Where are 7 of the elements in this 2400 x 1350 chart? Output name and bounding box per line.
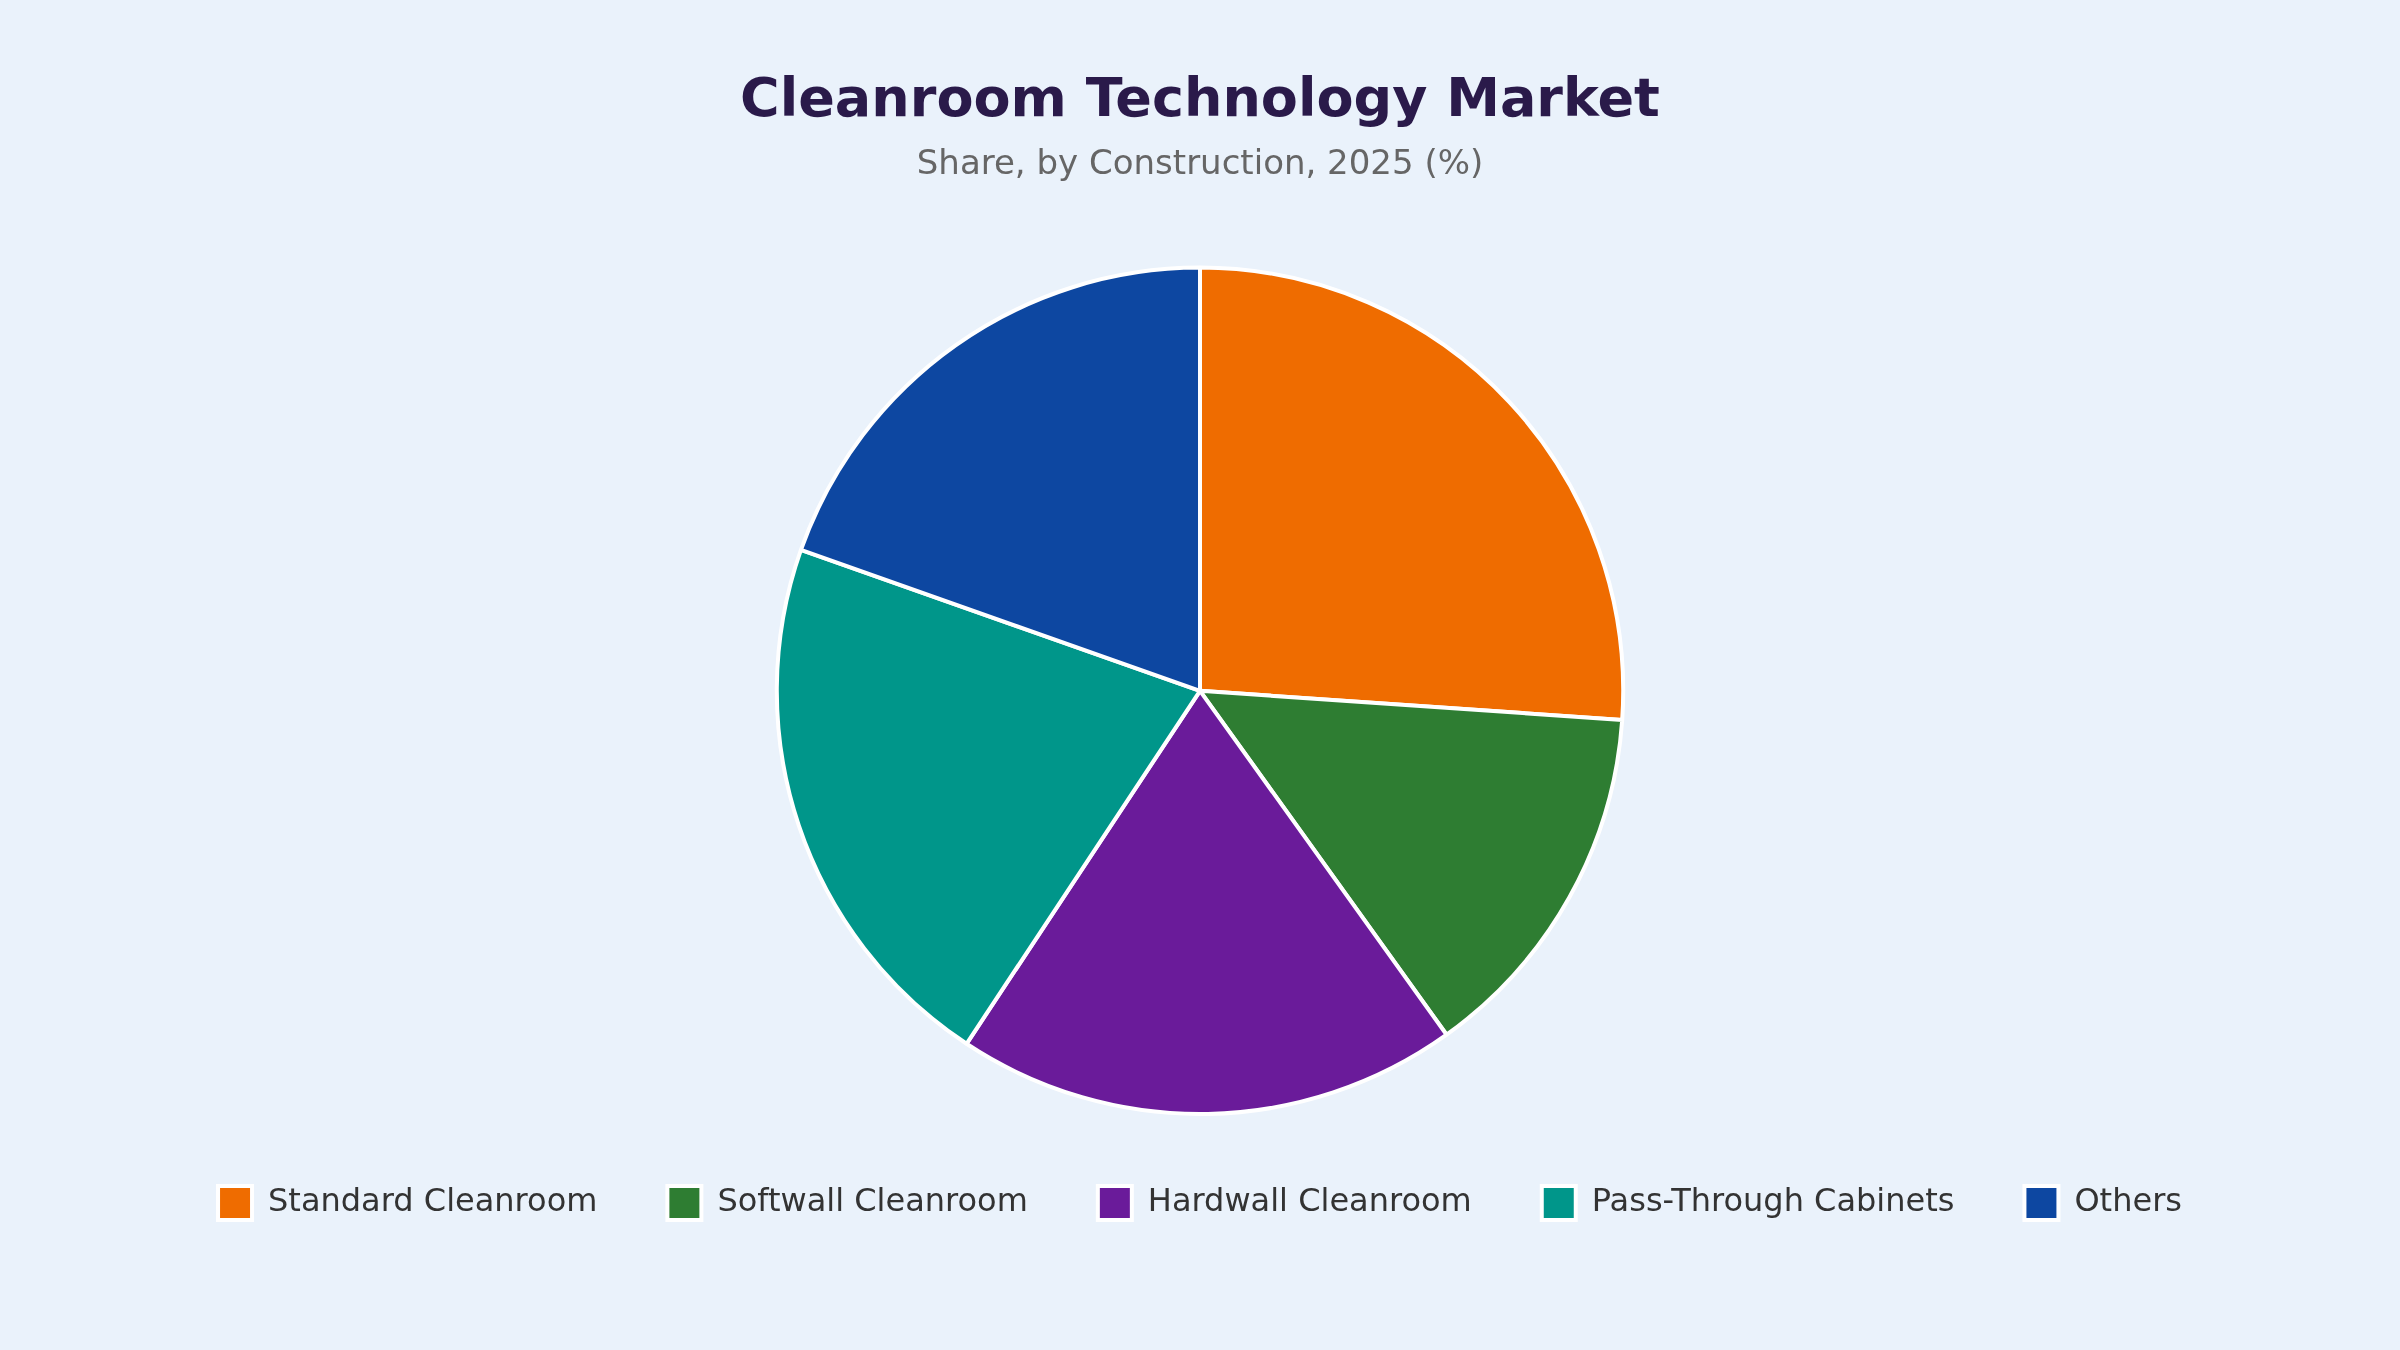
legend-label: Hardwall Cleanroom <box>1147 1181 1472 1220</box>
legend-label: Standard Cleanroom <box>268 1181 598 1220</box>
chart-subtitle: Share, by Construction, 2025 (%) <box>916 142 1484 183</box>
chart-title: Cleanroom Technology Market <box>740 66 1660 130</box>
legend-label: Pass-Through Cabinets <box>1591 1181 1955 1220</box>
legend-label: Softwall Cleanroom <box>717 1181 1028 1220</box>
legend-label: Others <box>2074 1181 2182 1220</box>
